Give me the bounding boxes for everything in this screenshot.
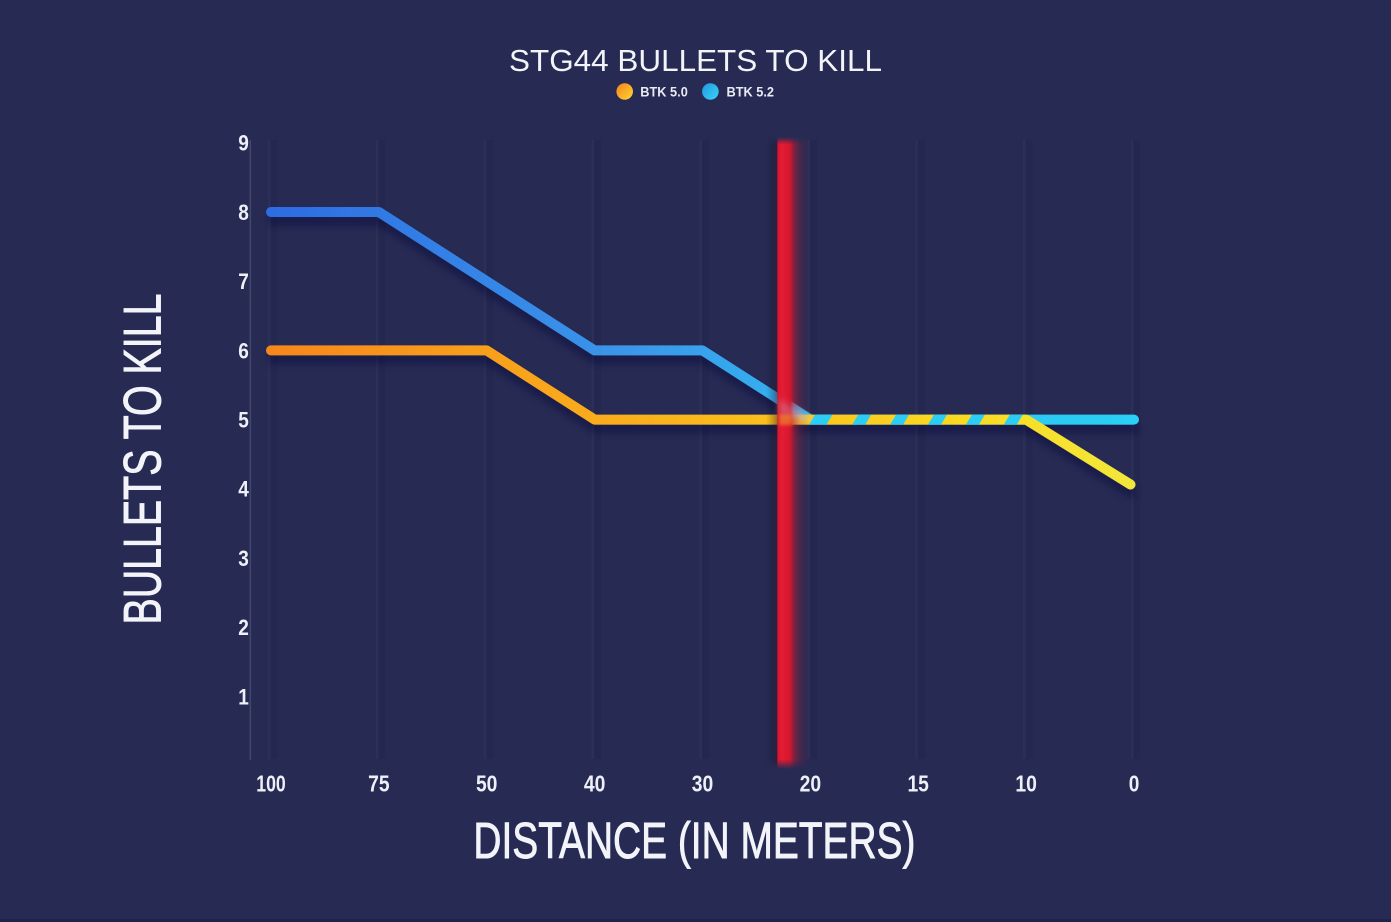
svg-text:6: 6 (238, 338, 249, 363)
svg-text:40: 40 (584, 771, 606, 797)
svg-text:15: 15 (907, 771, 929, 797)
svg-text:5: 5 (238, 408, 249, 433)
svg-text:BTK 5.0: BTK 5.0 (640, 84, 688, 100)
svg-text:BTK 5.2: BTK 5.2 (727, 84, 775, 100)
svg-text:9: 9 (238, 131, 249, 156)
svg-text:7: 7 (238, 269, 249, 294)
svg-text:100: 100 (256, 771, 286, 797)
svg-text:8: 8 (238, 200, 249, 225)
svg-text:10: 10 (1015, 771, 1037, 797)
svg-text:STG44 BULLETS TO KILL: STG44 BULLETS TO KILL (509, 43, 882, 78)
svg-text:0: 0 (1129, 771, 1140, 797)
svg-text:20: 20 (800, 771, 822, 797)
svg-text:DISTANCE (IN METERS): DISTANCE (IN METERS) (473, 812, 915, 869)
svg-text:30: 30 (692, 771, 714, 797)
svg-text:BULLETS TO KILL: BULLETS TO KILL (114, 294, 173, 625)
svg-text:75: 75 (368, 771, 390, 797)
svg-text:4: 4 (238, 477, 249, 502)
svg-text:2: 2 (238, 615, 249, 640)
svg-text:3: 3 (238, 546, 249, 571)
svg-text:1: 1 (238, 684, 249, 709)
svg-text:50: 50 (476, 771, 498, 797)
